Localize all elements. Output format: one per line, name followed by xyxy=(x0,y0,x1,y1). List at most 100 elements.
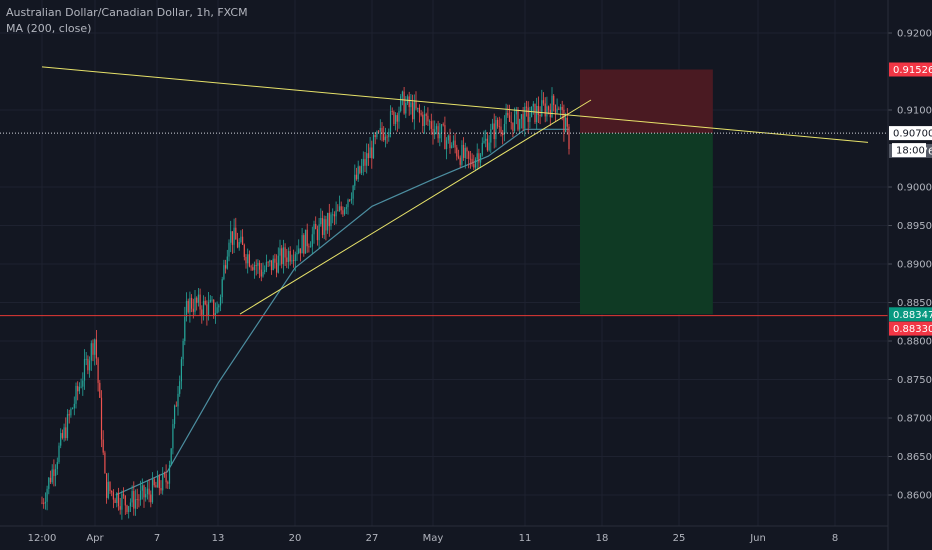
candle-body xyxy=(63,427,65,438)
y-tick-label: 0.86000 xyxy=(897,491,932,502)
candle-body xyxy=(519,118,521,130)
candle-body xyxy=(279,248,281,256)
candle-body xyxy=(474,159,477,168)
candle-body xyxy=(299,248,301,254)
candle-body xyxy=(389,111,392,132)
candle-body xyxy=(53,469,55,476)
candle-body xyxy=(146,488,148,495)
candle-body xyxy=(376,131,378,138)
candle-body xyxy=(515,109,517,115)
candle-body xyxy=(155,485,157,488)
candle-body xyxy=(94,339,96,355)
candle-body xyxy=(457,156,460,158)
candle-body xyxy=(440,124,443,134)
candle-body xyxy=(179,381,181,394)
candle-body xyxy=(546,106,548,117)
candle-body xyxy=(128,506,130,512)
ma-indicator-label[interactable]: MA (200, close) xyxy=(6,22,92,35)
target-price-tag-label: 0.88347 xyxy=(893,310,932,321)
candle-body xyxy=(77,385,79,392)
candle-body xyxy=(138,499,140,501)
candle-body xyxy=(507,112,509,116)
candle-body xyxy=(454,140,456,148)
candle-body xyxy=(65,427,67,439)
candle-body xyxy=(274,258,276,263)
drawing-lines[interactable] xyxy=(0,66,888,317)
candle-body xyxy=(230,231,232,243)
candle-body xyxy=(109,481,111,491)
candle-body xyxy=(413,101,415,120)
candle-body xyxy=(386,136,388,138)
candle-body xyxy=(112,492,114,500)
candle-body xyxy=(80,386,82,388)
candle-body xyxy=(124,495,126,506)
candle-body xyxy=(303,235,305,254)
take-profit-zone xyxy=(580,133,713,315)
candle-body xyxy=(559,106,562,110)
candle-body xyxy=(395,115,397,125)
candle-body xyxy=(542,100,545,104)
candle-body xyxy=(412,102,414,120)
candle-body xyxy=(313,223,315,235)
candle-body xyxy=(284,247,286,258)
candle-body xyxy=(522,114,524,129)
candle-body xyxy=(333,214,335,217)
candle-body xyxy=(500,126,502,133)
candle-body xyxy=(277,255,279,273)
candle-body xyxy=(175,405,177,407)
candle-body xyxy=(95,339,97,359)
candle-body xyxy=(49,477,52,483)
x-tick-label: Apr xyxy=(86,533,104,544)
candle-body xyxy=(451,145,453,149)
candle-body xyxy=(463,144,465,158)
candle-body xyxy=(228,242,230,257)
candle-body xyxy=(362,159,364,166)
candle-body xyxy=(214,313,216,316)
time-axis[interactable]: 12:00 Apr 7 13 20 27 May 11 18 25 Jun 8 xyxy=(0,525,888,544)
candle-body xyxy=(476,153,478,160)
candle-body xyxy=(296,253,298,255)
candle-body xyxy=(425,114,427,116)
candle-body xyxy=(374,135,376,138)
candle-body xyxy=(68,414,70,416)
candle-body xyxy=(417,107,419,109)
candle-body xyxy=(252,267,254,270)
entry-price-tag-label: 0.90700 xyxy=(893,129,932,140)
candle-body xyxy=(478,153,480,163)
candle-body xyxy=(162,473,164,491)
entry-price-tag xyxy=(889,126,932,141)
candle-body xyxy=(250,266,252,268)
candle-body xyxy=(269,260,271,263)
candle-body xyxy=(304,229,307,254)
candle-body xyxy=(384,136,386,141)
candle-body xyxy=(119,506,121,510)
candle-body xyxy=(174,405,176,425)
candle-body xyxy=(157,476,159,488)
candle-body xyxy=(90,343,92,361)
candle-body xyxy=(308,246,310,248)
candle-body xyxy=(60,433,62,446)
candle-body xyxy=(423,114,426,126)
candle-body xyxy=(349,199,351,201)
candle-body xyxy=(148,488,150,495)
candle-body xyxy=(129,502,131,507)
candle-body xyxy=(449,135,451,149)
candle-body xyxy=(401,91,403,97)
candle-body xyxy=(143,485,145,498)
candle-body xyxy=(323,219,325,235)
candle-body xyxy=(415,101,417,109)
candle-body xyxy=(378,131,380,133)
candle-body xyxy=(558,108,560,110)
candle-body xyxy=(248,254,250,267)
x-tick-label: 20 xyxy=(289,533,302,544)
target-price-tag xyxy=(889,307,932,322)
candle-body xyxy=(225,265,227,269)
candle-body xyxy=(257,262,259,266)
candle-body xyxy=(355,174,358,180)
candle-body xyxy=(357,166,359,180)
